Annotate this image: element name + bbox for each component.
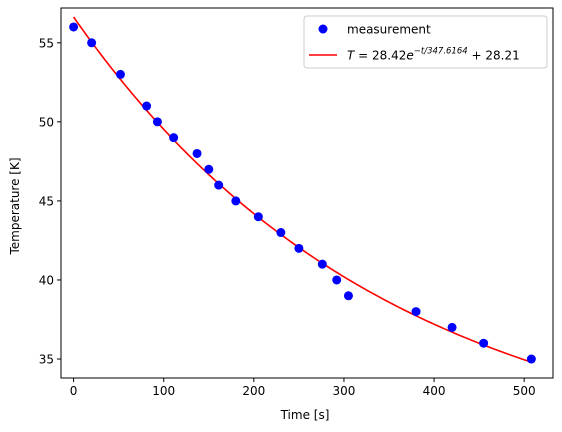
measurement-point [115,69,125,79]
measurement-point [294,243,304,253]
y-tick-label: 35 [39,353,54,367]
legend-measurement-label: measurement [347,23,431,37]
measurement-point [152,117,162,127]
x-tick-label: 100 [152,384,175,398]
legend-fit-label: T = 28.42e−t/347.6164 + 28.21 [347,47,520,63]
y-tick-label: 50 [39,115,54,129]
measurement-point [214,180,224,190]
legend-fit-e: e [406,49,413,63]
measurement-point [276,228,286,238]
legend-measurement-marker [318,24,328,34]
plot-frame [60,7,554,379]
legend-frame [303,15,548,69]
legend: measurement T = 28.42e−t/347.6164 + 28.2… [303,15,548,69]
measurement-point [142,101,152,111]
measurement-point [479,338,489,348]
x-tick-label: 0 [70,384,78,398]
axis-ticks-layer: 0 100 200 300 400 500 35 40 45 50 55 [39,36,536,398]
x-tick-label: 400 [423,384,446,398]
measurement-point [343,291,353,301]
plot-area [60,7,554,379]
legend-fit-exponent: −t/347.6164 [414,47,468,57]
y-axis-label: Temperature [K] [8,157,22,255]
x-tick-label: 500 [513,384,536,398]
x-tick-label: 200 [242,384,265,398]
x-axis-label: Time [s] [280,408,330,422]
x-tick-label: 300 [332,384,355,398]
measurement-point [332,275,342,285]
measurement-point [87,38,97,48]
y-tick-label: 40 [39,273,54,287]
y-tick-label: 45 [39,194,54,208]
measurement-point [231,196,241,206]
measurement-point [169,133,179,143]
measurement-point [411,307,421,317]
measurement-point [526,354,536,364]
measurement-point [253,212,263,222]
measurement-point [69,22,79,32]
legend-fit-eq: = 28.42 [354,49,406,63]
legend-fit-T: T [347,49,356,63]
measurement-point [192,148,202,158]
y-tick-label: 55 [39,36,54,50]
measurement-point [204,164,214,174]
measurement-point [317,259,327,269]
legend-fit-tail: + 28.21 [468,49,520,63]
measurement-point [447,322,457,332]
measurement-points-layer [69,22,536,364]
